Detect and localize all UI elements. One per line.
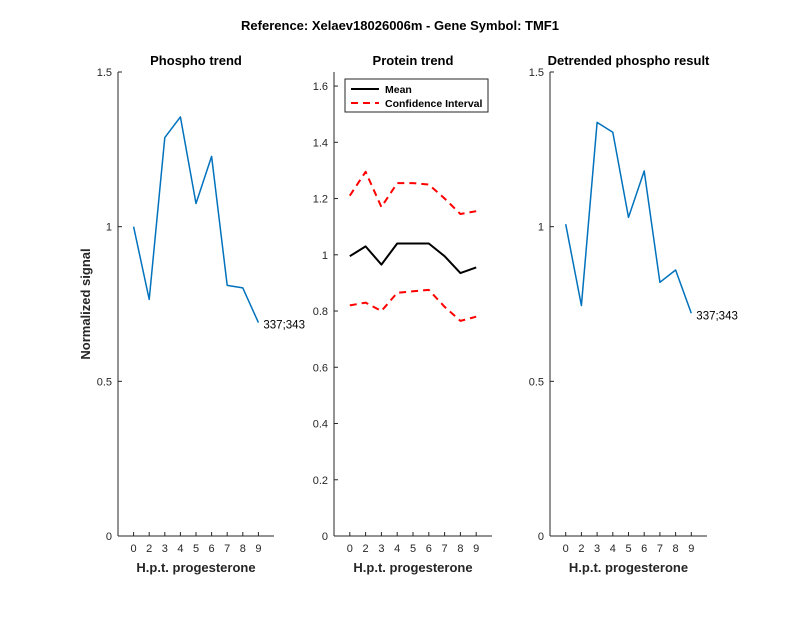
figure-suptitle: Reference: Xelaev18026006m - Gene Symbol… [241,18,559,33]
detrended-phospho-y-tick-label: 0 [538,531,544,543]
protein-trend-x-tick-label: 9 [473,543,479,555]
detrended-phospho-x-tick-label: 8 [673,543,679,555]
phospho-trend-x-tick-label: 4 [177,543,183,555]
detrended-phospho-x-tick-label: 3 [594,543,600,555]
protein-trend-y-tick-label: 0.8 [313,306,328,318]
protein-trend-x-tick-label: 8 [457,543,463,555]
detrended-phospho-annotation: 337;343 [696,310,738,322]
phospho-trend-y-tick-label: 0.5 [97,376,112,388]
phospho-trend-x-tick-label: 6 [209,543,215,555]
protein-trend-y-tick-label: 0.2 [313,475,328,487]
phospho-trend-annotation: 337;343 [263,320,305,332]
detrended-phospho-x-tick-label: 7 [657,543,663,555]
legend-entry-label: Confidence Interval [385,98,483,110]
protein-trend-x-tick-label: 3 [378,543,384,555]
phospho-trend-x-tick-label: 9 [255,543,261,555]
detrended-phospho-series-line-0 [564,121,693,314]
legend-entry-label: Mean [385,84,412,96]
detrended-phospho-x-tick-label: 9 [688,543,694,555]
detrended-phospho-y-tick-label: 1.5 [529,67,544,79]
phospho-trend-y-tick-label: 1.5 [97,67,112,79]
phospho-trend-y-label: Normalized signal [78,248,93,359]
detrended-phospho-x-tick-label: 0 [563,543,569,555]
phospho-trend-x-tick-label: 8 [240,543,246,555]
protein-trend-y-tick-label: 0 [322,531,328,543]
detrended-phospho-title: Detrended phospho result [548,53,710,68]
phospho-trend-x-label: H.p.t. progesterone [136,560,255,575]
phospho-trend-y-tick-label: 1 [106,222,112,234]
detrended-phospho-x-label: H.p.t. progesterone [569,560,688,575]
legend-box [344,78,489,113]
protein-trend-series-line-1 [348,170,477,215]
protein-trend-y-tick-label: 1.4 [313,137,328,149]
protein-trend-series-line-2 [349,288,477,322]
phospho-trend-y-tick-label: 0 [106,531,112,543]
detrended-phospho-x-tick-label: 4 [610,543,616,555]
phospho-trend-x-tick-label: 7 [224,543,230,555]
detrended-phospho-y-tick-label: 0.5 [529,376,544,388]
phospho-trend-x-tick-label: 3 [162,543,168,555]
protein-trend-y-tick-label: 0.6 [313,362,328,374]
protein-trend-y-tick-label: 1.2 [313,194,328,206]
phospho-trend-x-tick-label: 0 [131,543,137,555]
protein-trend-series-line-0 [349,242,477,275]
protein-trend-y-tick-label: 1.6 [313,81,328,93]
protein-trend-x-tick-label: 4 [394,543,400,555]
detrended-phospho-x-tick-label: 5 [625,543,631,555]
phospho-trend-x-tick-label: 5 [193,543,199,555]
phospho-trend-series-line-0 [132,116,260,323]
detrended-phospho-y-tick-label: 1 [538,222,544,234]
protein-trend-title: Protein trend [373,53,454,68]
protein-trend-y-tick-label: 0.4 [313,419,328,431]
protein-trend-x-tick-label: 5 [410,543,416,555]
phospho-trend-title: Phospho trend [150,53,242,68]
protein-trend-x-tick-label: 6 [426,543,432,555]
protein-trend-y-tick-label: 1 [322,250,328,262]
detrended-phospho-x-tick-label: 6 [641,543,647,555]
phospho-trend-x-tick-label: 2 [146,543,152,555]
protein-trend-x-tick-label: 0 [347,543,353,555]
protein-trend-x-tick-label: 7 [442,543,448,555]
protein-trend-x-label: H.p.t. progesterone [353,560,472,575]
protein-trend-x-tick-label: 2 [363,543,369,555]
detrended-phospho-x-tick-label: 2 [578,543,584,555]
protein-trend-legend: Mean Confidence Interval [344,78,489,113]
protein-trend-chart: 00.20.40.60.811.21.41.60 2 3 4 5 6 7 8 9Protein … [313,53,492,575]
